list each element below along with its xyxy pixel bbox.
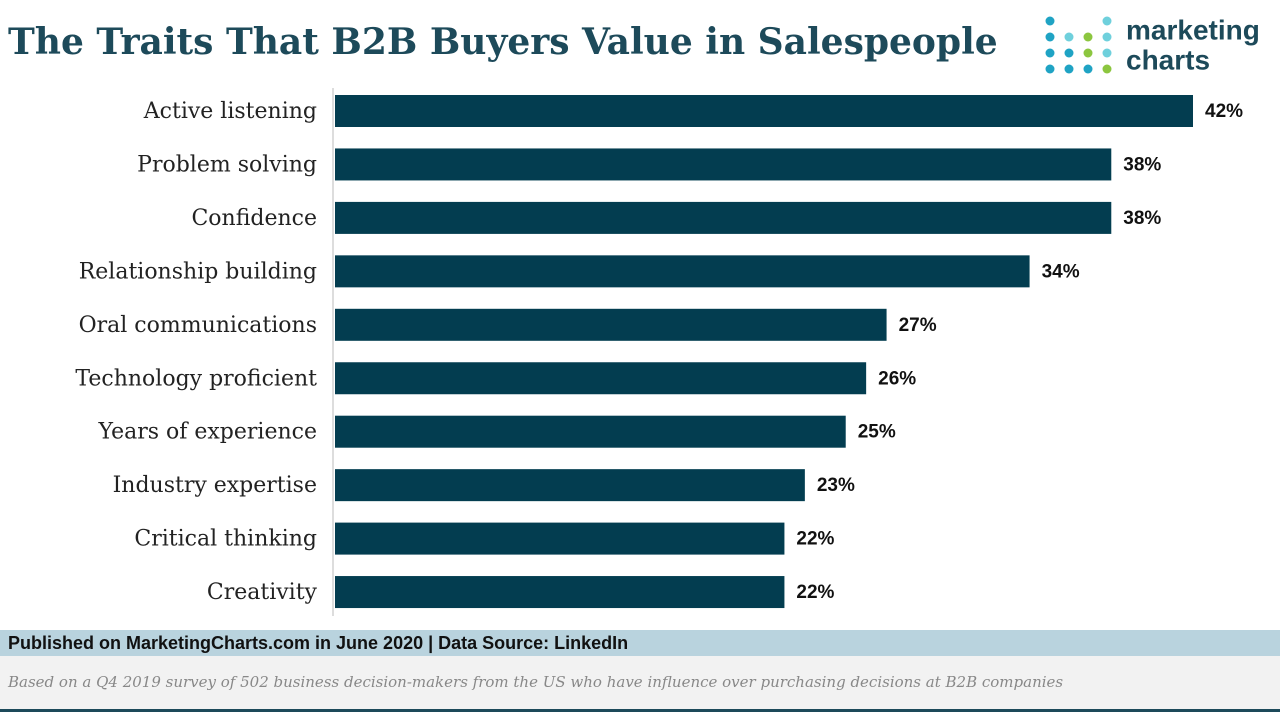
value-label: 27% [899, 315, 937, 336]
category-label: Confidence [191, 206, 317, 231]
category-label: Active listening [143, 99, 317, 124]
logo-dots [1045, 16, 1112, 74]
value-label: 38% [1123, 208, 1161, 229]
note-band [0, 656, 1280, 710]
category-label: Relationship building [79, 259, 317, 284]
value-label: 26% [878, 368, 916, 389]
category-label: Technology proficient [75, 366, 317, 391]
bar [335, 148, 1112, 181]
category-label: Years of experience [97, 420, 317, 445]
value-label: 38% [1123, 154, 1161, 175]
category-label: Oral communications [79, 313, 317, 338]
category-label: Critical thinking [134, 527, 317, 552]
category-label: Industry expertise [113, 473, 317, 498]
logo-text: marketing [1126, 14, 1260, 45]
bar [335, 255, 1030, 288]
value-label: 22% [796, 529, 834, 550]
chart-title: The Traits That B2B Buyers Value in Sale… [8, 21, 998, 63]
bar [335, 576, 785, 609]
category-label: Creativity [207, 580, 318, 605]
category-label: Problem solving [137, 152, 317, 177]
value-label: 23% [817, 475, 855, 496]
bar [335, 95, 1193, 127]
value-label: 42% [1205, 101, 1243, 122]
bar [335, 362, 867, 395]
bottom-rule [0, 709, 1280, 712]
footer-band [0, 630, 1280, 656]
bar [335, 201, 1112, 234]
value-label: 22% [796, 582, 834, 603]
bar [335, 469, 805, 502]
value-label: 25% [858, 422, 896, 443]
bar [335, 522, 785, 555]
bar [335, 415, 846, 448]
bar [335, 308, 887, 341]
logo-text: charts [1126, 44, 1210, 75]
footer-source: Published on MarketingCharts.com in June… [8, 633, 628, 653]
value-label: 34% [1042, 261, 1080, 282]
footer-note: Based on a Q4 2019 survey of 502 busines… [7, 673, 1063, 691]
